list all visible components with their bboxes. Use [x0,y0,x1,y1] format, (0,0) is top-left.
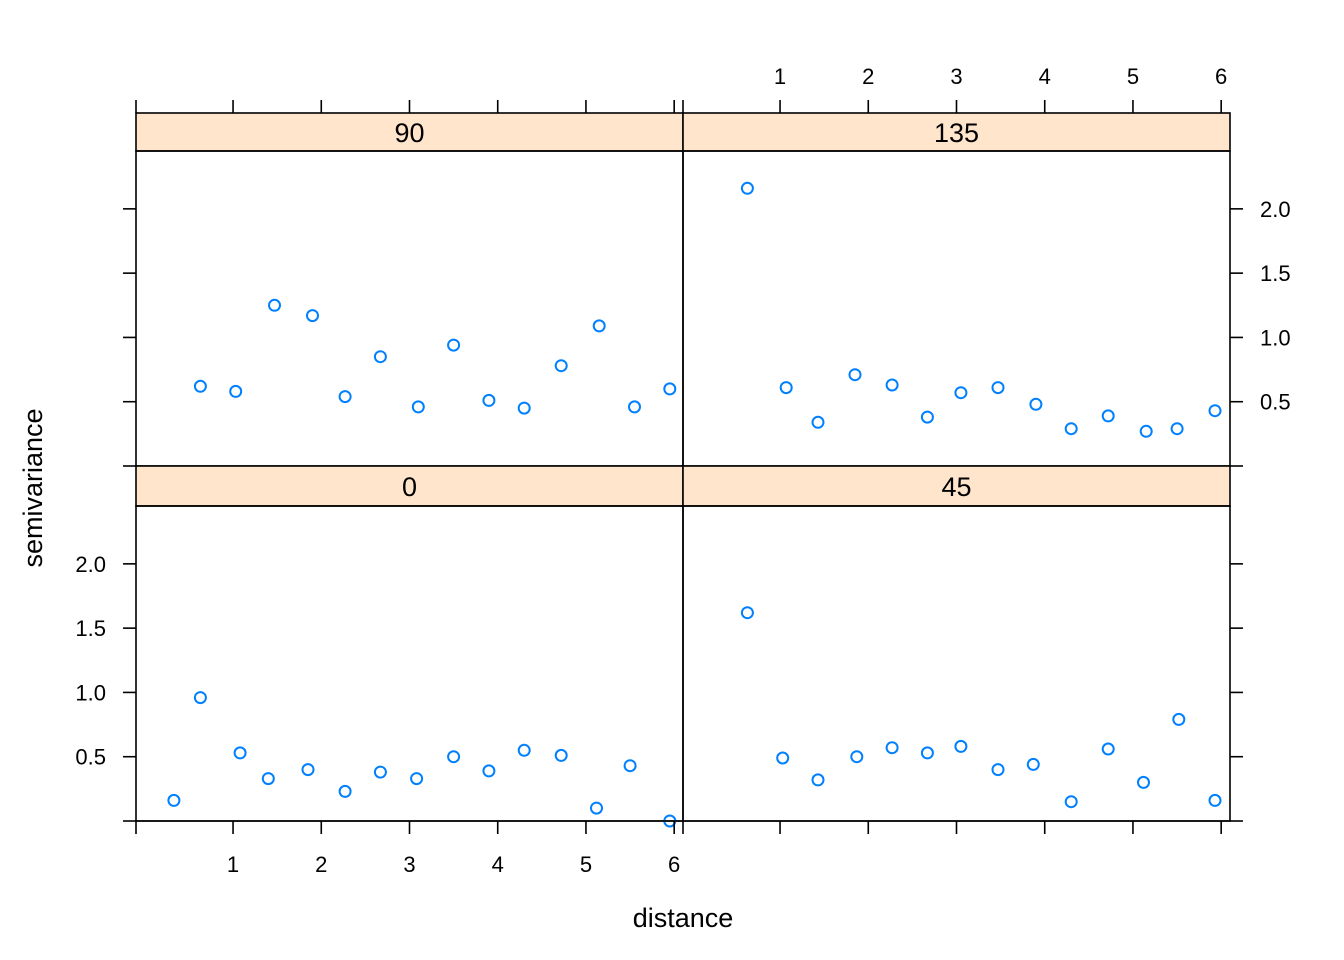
x-tick-label: 6 [1215,64,1227,89]
data-point [1170,422,1184,436]
y-tick-label: 1.0 [75,680,106,705]
data-point [261,772,275,786]
x-tick-label: 5 [580,852,592,877]
x-tick-label: 1 [227,852,239,877]
y-tick-label: 2.0 [1260,197,1291,222]
y-tick-label: 1.5 [75,616,106,641]
panel-0: 0 [135,465,684,828]
y-axis-title: semivariance [18,408,48,567]
data-point [193,379,207,393]
strip-45 [682,465,1231,507]
data-point [991,381,1005,395]
data-point [885,741,899,755]
data-point [848,368,862,382]
data-point [338,390,352,404]
data-point [447,750,461,764]
data-point [411,400,425,414]
strip-label-45: 45 [941,472,971,502]
data-point [623,759,637,773]
strip-label-90: 90 [394,118,424,148]
data-point [920,746,934,760]
data-point [811,415,825,429]
data-point [482,393,496,407]
strip-0 [135,465,684,507]
data-point [850,750,864,764]
data-point [740,606,754,620]
x-tick-label: 5 [1127,64,1139,89]
x-tick-label: 3 [950,64,962,89]
x-tick-label: 3 [403,852,415,877]
data-point [1101,742,1115,756]
data-point [920,410,934,424]
data-point [1172,712,1186,726]
data-point [1101,409,1115,423]
data-point [1029,397,1043,411]
panel-135: 135 [682,112,1231,467]
x-axis-title: distance [633,903,734,933]
data-point [663,382,677,396]
data-point [592,319,606,333]
y-tick-label: 2.0 [75,552,106,577]
data-point [991,763,1005,777]
y-tick-label: 0.5 [75,745,106,770]
panel-frame-135 [682,150,1231,467]
data-point [410,772,424,786]
data-point [301,763,315,777]
data-point [776,751,790,765]
panel-frame-0 [135,505,684,822]
data-point [373,765,387,779]
panel-90: 90 [135,112,684,467]
data-point [338,784,352,798]
data-point [229,384,243,398]
axes: 1 2 3 4 5 61 2 3 4 5 60.51.01.52.00.51.01.52.0 [75,64,1290,877]
data-point [1064,422,1078,436]
data-point [1208,793,1222,807]
strip-135 [682,112,1231,152]
strip-label-135: 135 [934,118,979,148]
panels: 90 135 0 45 [135,112,1231,828]
data-point [554,359,568,373]
data-point [954,739,968,753]
data-point [517,401,531,415]
x-tick-label: 2 [315,852,327,877]
data-point [482,764,496,778]
data-point [1208,404,1222,418]
data-point [590,801,603,815]
data-point [1026,757,1040,771]
data-point [233,746,247,760]
y-tick-label: 1.0 [1260,325,1291,350]
data-point [885,378,899,392]
panel-45: 45 [682,465,1231,822]
y-tick-label: 1.5 [1260,261,1291,286]
data-point [779,381,793,395]
data-point [740,181,754,195]
data-point [1137,775,1150,789]
data-point [628,400,641,414]
strip-label-0: 0 [402,472,417,502]
data-point [167,793,181,807]
x-tick-label: 6 [668,852,680,877]
data-point [373,350,387,364]
y-tick-label: 0.5 [1260,390,1291,415]
x-tick-label: 4 [492,852,504,877]
x-tick-label: 4 [1039,64,1051,89]
data-point [954,386,968,400]
data-point [554,748,568,762]
x-tick-label: 1 [774,64,786,89]
strip-90 [135,112,684,152]
panel-frame-90 [135,150,684,467]
data-point [517,743,531,757]
data-point [193,691,207,705]
data-point [306,309,319,323]
data-point [268,298,281,312]
data-point [1139,424,1153,438]
x-tick-label: 2 [862,64,874,89]
data-point [811,773,825,787]
panel-frame-45 [682,505,1231,822]
data-point [447,338,461,352]
data-point [1064,795,1078,809]
